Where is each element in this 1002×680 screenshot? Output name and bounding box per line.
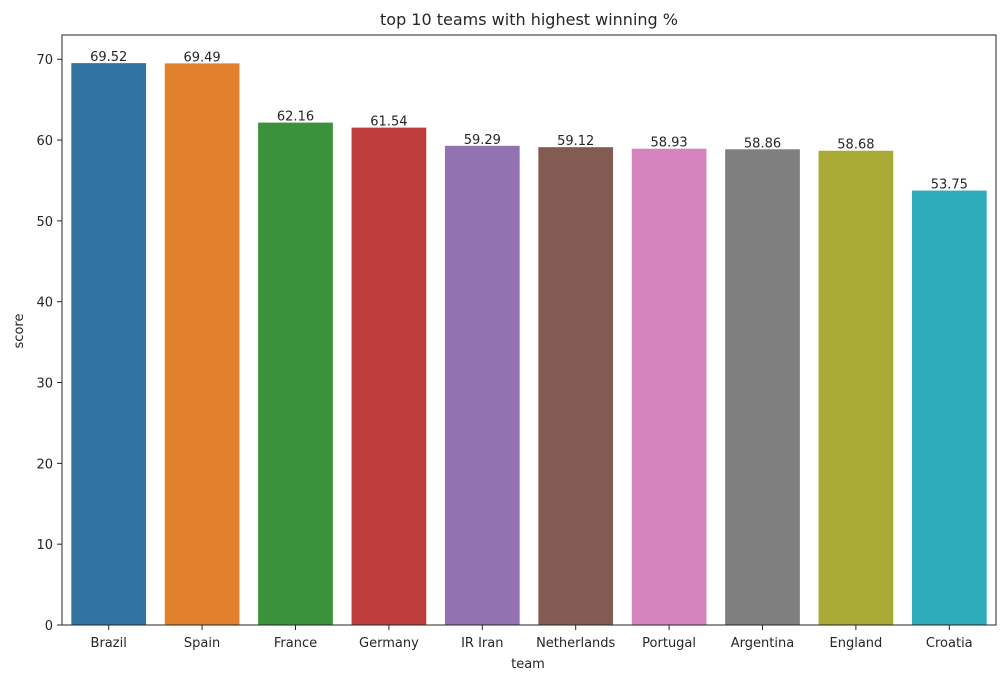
data-label: 61.54: [370, 115, 407, 130]
x-axis-label: team: [511, 657, 545, 672]
x-tick-label: France: [274, 636, 317, 651]
bars-group: 69.52 69.49 62.16 61.54 59.29 59.12 58.93 58.86…: [71, 50, 987, 626]
bar-england: [818, 150, 894, 625]
x-tick-label: Argentina: [731, 636, 794, 651]
bar-argentina: [725, 149, 800, 625]
bar-portugal: [631, 148, 707, 626]
data-label: 59.29: [464, 133, 501, 148]
bar-france: [258, 122, 333, 625]
data-label: 59.12: [557, 134, 594, 149]
x-tick-label: England: [830, 636, 883, 651]
data-label: 58.68: [837, 138, 874, 153]
bar-ir-iran: [444, 145, 520, 625]
x-tick-label: Spain: [184, 636, 220, 651]
y-tick-label: 40: [36, 296, 53, 311]
x-tick-label: Germany: [359, 636, 419, 651]
x-tick-label: Croatia: [926, 636, 973, 651]
bar-brazil: [71, 63, 147, 625]
y-tick-label: 0: [45, 619, 53, 634]
data-label: 69.52: [90, 50, 127, 65]
bar-croatia: [911, 190, 987, 625]
plot-frame: [61, 34, 997, 626]
x-tick-label: Portugal: [642, 636, 696, 651]
y-axis: 0 10 20 30 40 50 60 70: [36, 53, 62, 634]
y-tick-label: 70: [36, 53, 53, 68]
data-label: 62.16: [277, 110, 314, 125]
y-tick-label: 60: [36, 134, 53, 149]
x-tick-label: Netherlands: [536, 636, 615, 651]
x-tick-label: IR Iran: [461, 636, 503, 651]
x-tick-label: Brazil: [91, 636, 127, 651]
chart-title: top 10 teams with highest winning %: [380, 10, 678, 29]
data-label: 58.93: [650, 136, 687, 151]
y-tick-label: 10: [36, 538, 53, 553]
y-axis-label: score: [12, 314, 27, 349]
y-tick-label: 30: [36, 377, 53, 392]
x-axis: Brazil Spain France Germany IR Iran Netherlan…: [91, 625, 973, 651]
y-tick-label: 50: [36, 215, 53, 230]
data-label: 53.75: [931, 178, 968, 193]
bar-spain: [164, 63, 240, 626]
bar-netherlands: [538, 147, 614, 625]
bar-germany: [351, 127, 427, 625]
data-label: 58.86: [744, 136, 781, 151]
data-label: 69.49: [183, 50, 220, 65]
y-tick-label: 20: [36, 457, 53, 472]
